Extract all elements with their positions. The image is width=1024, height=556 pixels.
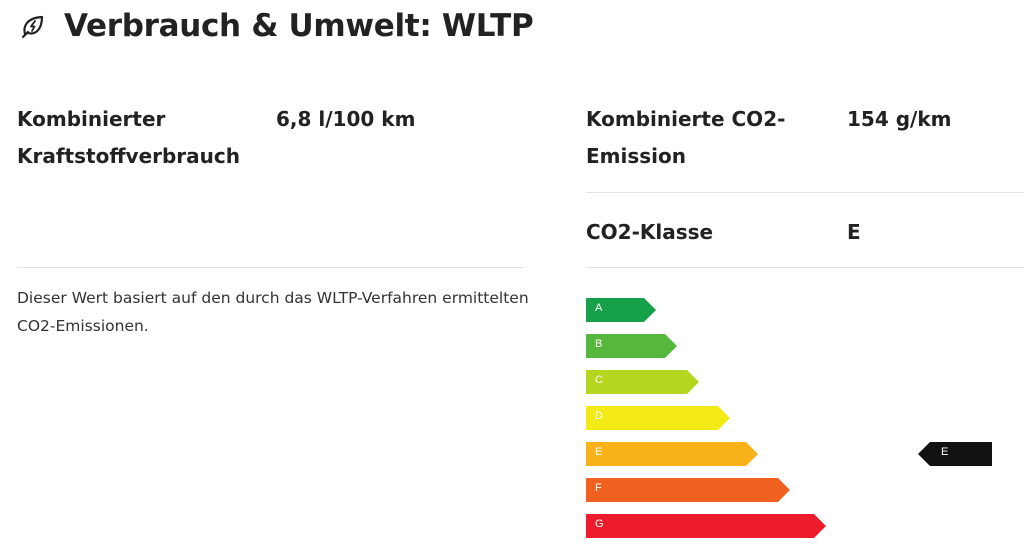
energy-class-bar-a: A <box>586 298 656 322</box>
divider <box>586 267 1024 268</box>
energy-class-bar-c: C <box>586 370 699 394</box>
energy-class-letter: B <box>595 338 603 350</box>
energy-class-bar-e: E <box>586 442 758 466</box>
consumption-label: Kombinierter Kraftstoffverbrauch <box>17 107 240 168</box>
energy-class-letter: D <box>595 410 603 422</box>
energy-class-letter: F <box>595 482 602 494</box>
energy-class-letter: A <box>595 302 603 314</box>
selected-class-letter: E <box>941 446 949 458</box>
divider <box>586 192 1024 193</box>
divider <box>17 267 524 268</box>
emission-value: 154 g/km <box>847 107 952 131</box>
energy-class-bar-b: B <box>586 334 677 358</box>
page-title: Verbrauch & Umwelt: WLTP <box>64 8 534 44</box>
energy-class-bar-g: G <box>586 514 826 538</box>
energy-class-letter: G <box>595 518 604 530</box>
energy-class-bar-f: F <box>586 478 790 502</box>
energy-class-letter: E <box>595 446 603 458</box>
co2-class-label: CO2-Klasse <box>586 220 714 244</box>
leaf-bolt-icon <box>18 11 48 41</box>
section-header: Verbrauch & Umwelt: WLTP <box>18 6 534 46</box>
wltp-note: Dieser Wert basiert auf den durch das WL… <box>17 289 529 335</box>
energy-class-bar-d: D <box>586 406 730 430</box>
emission-label: Kombinierte CO2-Emission <box>586 107 786 168</box>
co2-class-value: E <box>847 220 861 244</box>
energy-class-letter: C <box>595 374 603 386</box>
selected-class-marker: E <box>918 442 992 466</box>
consumption-value: 6,8 l/100 km <box>276 107 416 131</box>
